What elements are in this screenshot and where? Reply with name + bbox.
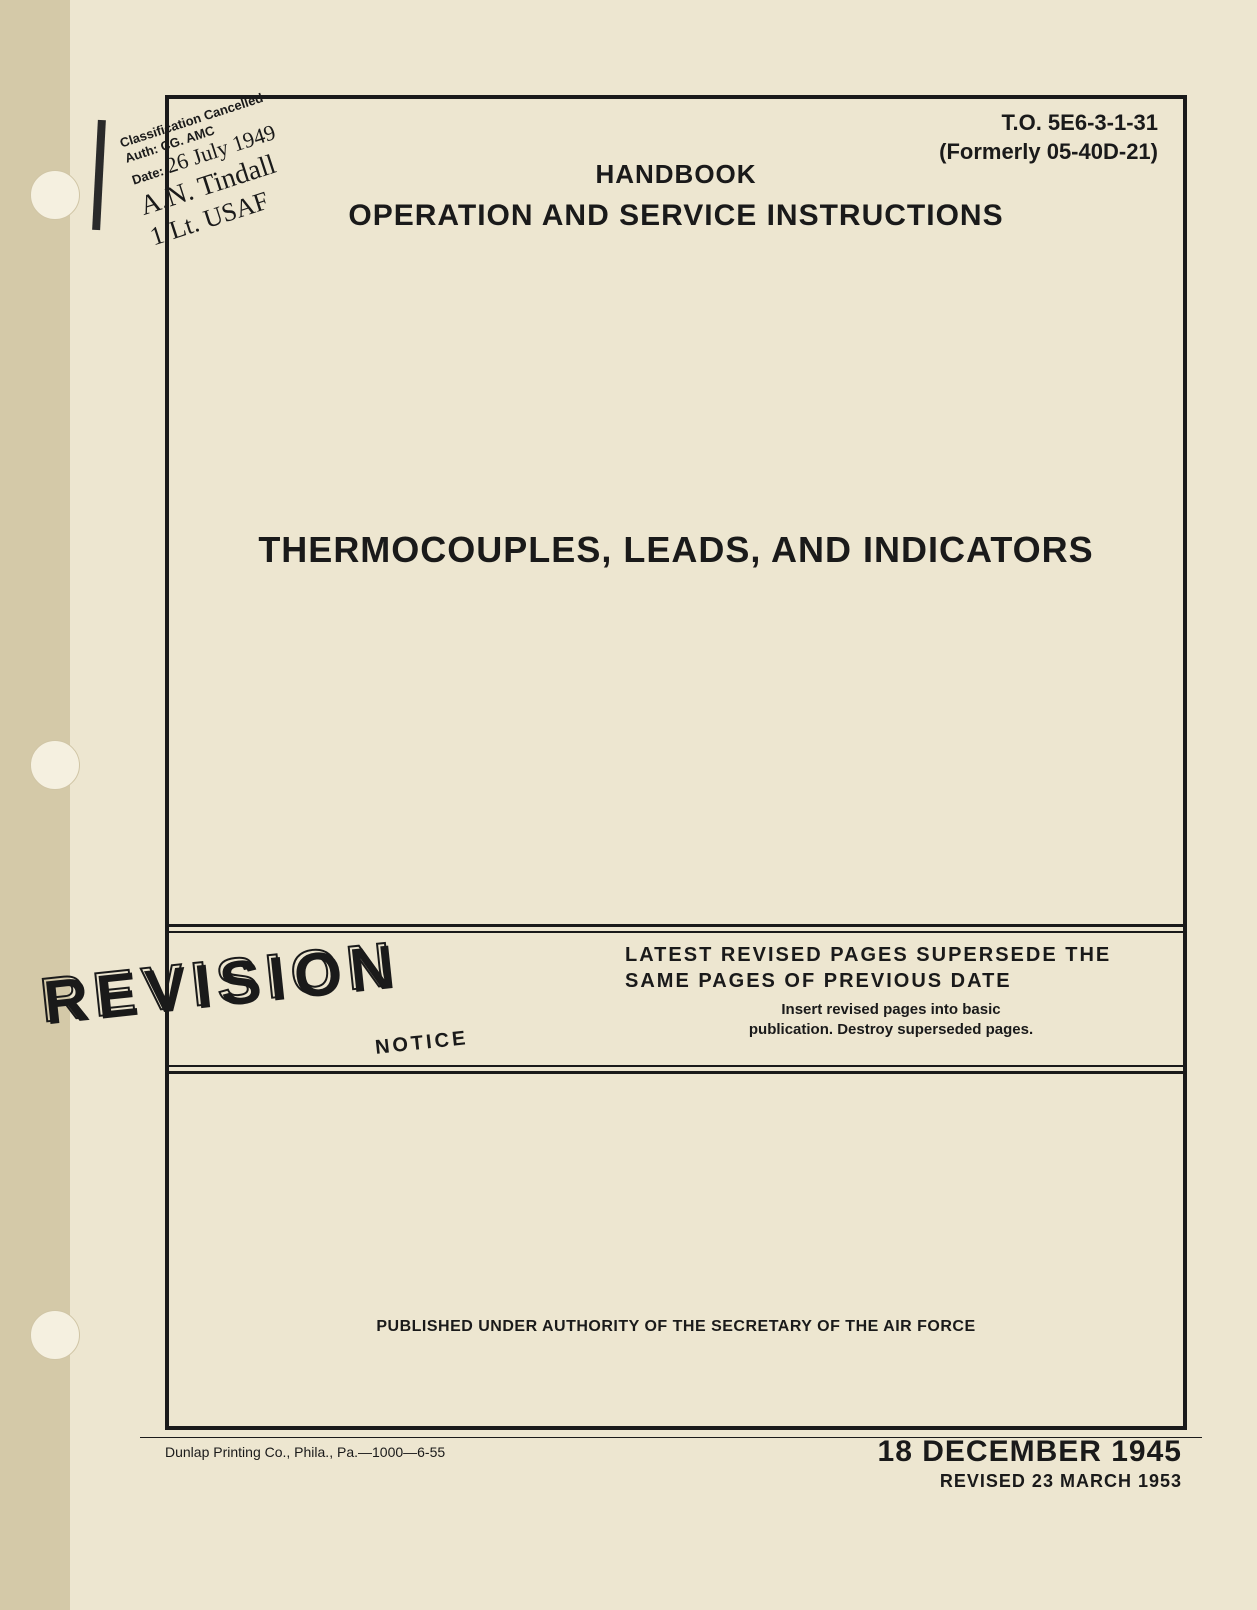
hole-punch — [30, 1310, 80, 1360]
revision-date: REVISED 23 MARCH 1953 — [878, 1471, 1182, 1492]
banner-rule — [165, 1065, 1187, 1067]
revision-notice-label: NOTICE — [374, 1027, 469, 1060]
document-subtitle: OPERATION AND SERVICE INSTRUCTIONS — [169, 199, 1183, 233]
left-margin-strip — [0, 0, 70, 1610]
revision-banner: REVISION NOTICE LATEST REVISED PAGES SUP… — [165, 924, 1187, 1074]
publication-date: 18 DECEMBER 1945 — [878, 1435, 1182, 1469]
hole-punch — [30, 170, 80, 220]
document-page: Classification Cancelled Auth: CG. AMC D… — [0, 0, 1257, 1610]
authority-statement: PUBLISHED UNDER AUTHORITY OF THE SECRETA… — [169, 1318, 1183, 1336]
staple-mark — [92, 120, 106, 230]
date-block: 18 DECEMBER 1945 REVISED 23 MARCH 1953 — [878, 1435, 1182, 1492]
revision-main-text: LATEST REVISED PAGES SUPERSEDE THE SAME … — [625, 942, 1157, 994]
revision-sub-line: publication. Destroy superseded pages. — [625, 1020, 1157, 1040]
revision-sub-line: Insert revised pages into basic — [625, 1000, 1157, 1020]
printer-info: Dunlap Printing Co., Phila., Pa.—1000—6-… — [165, 1444, 445, 1460]
technical-order-number: T.O. 5E6-3-1-31 (Formerly 05-40D-21) — [939, 109, 1158, 166]
document-frame: T.O. 5E6-3-1-31 (Formerly 05-40D-21) HAN… — [165, 95, 1187, 1430]
revision-word: REVISION — [37, 928, 403, 1036]
revision-text-block: LATEST REVISED PAGES SUPERSEDE THE SAME … — [625, 942, 1157, 1039]
document-title: THERMOCOUPLES, LEADS, AND INDICATORS — [169, 529, 1183, 571]
handbook-label: HANDBOOK — [169, 159, 1183, 190]
banner-rule — [165, 931, 1187, 933]
hole-punch — [30, 740, 80, 790]
to-number-main: T.O. 5E6-3-1-31 — [939, 109, 1158, 138]
revision-sub-text: Insert revised pages into basic publicat… — [625, 1000, 1157, 1039]
